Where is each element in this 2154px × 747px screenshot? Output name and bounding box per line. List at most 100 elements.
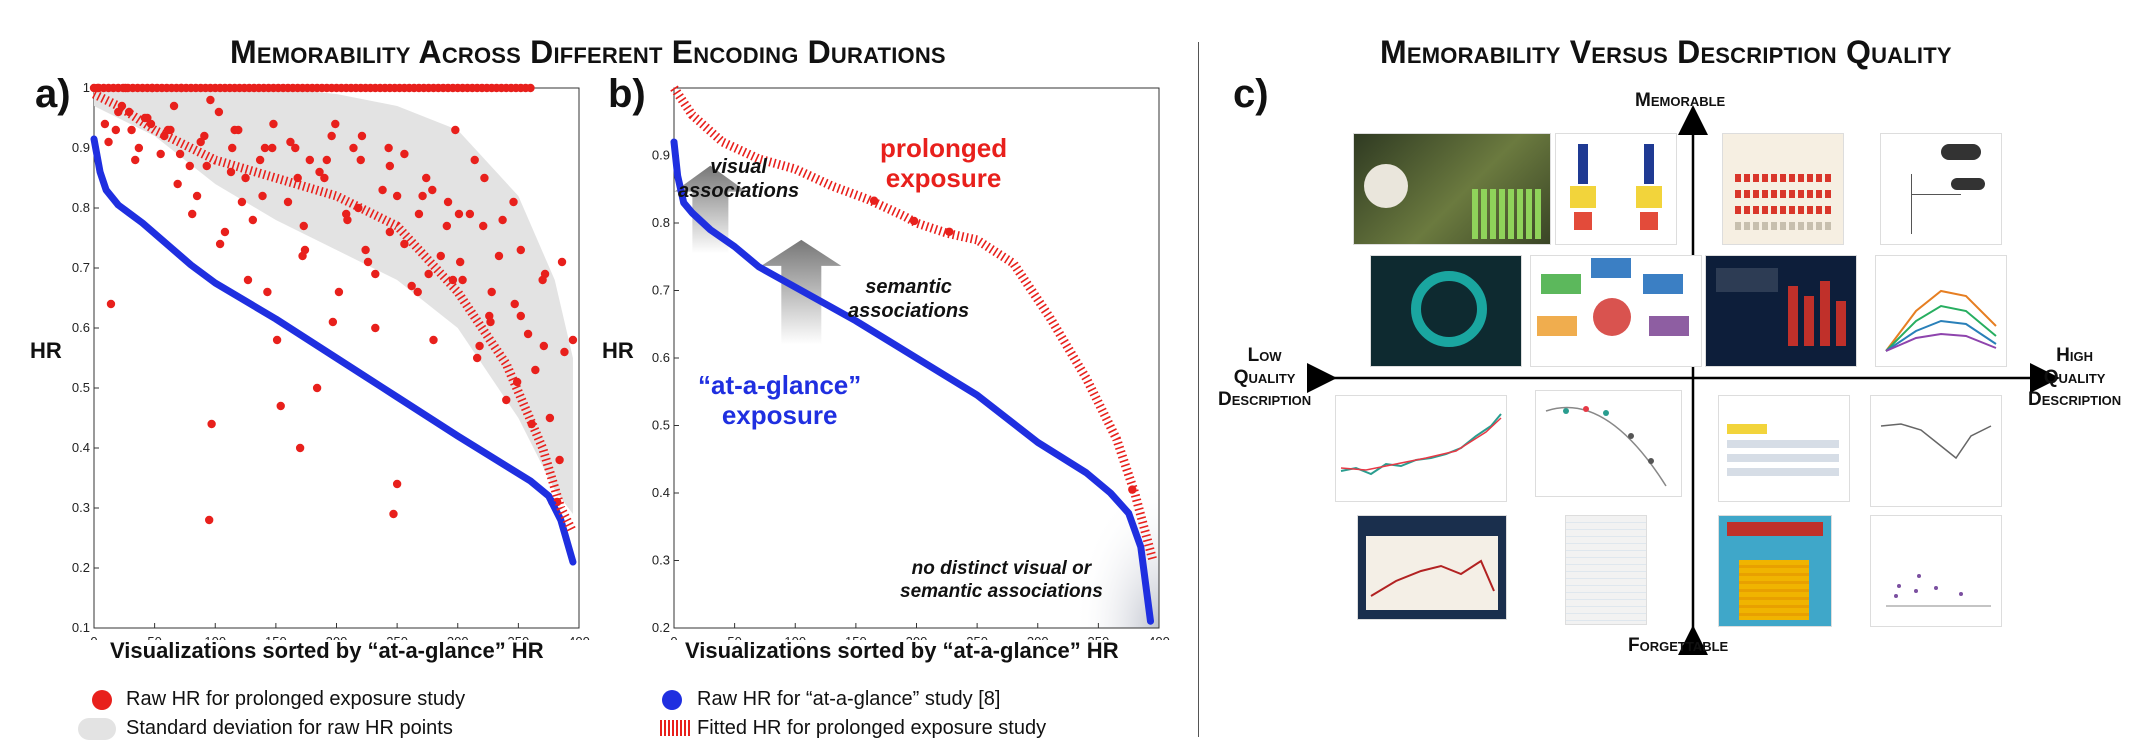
data-point [502,395,511,405]
data-point [226,167,236,177]
data-point [392,191,402,201]
thumbnail-line-chart-ages [1875,255,2007,367]
axis-label-high-quality: High Quality Description [2028,345,2122,410]
data-point [295,443,305,453]
panel-a-label: a) [35,72,71,116]
data-point [185,161,194,171]
data-point [315,167,324,177]
data-point [263,287,272,297]
annotation-none: no distinct visual or semantic associati… [900,558,1103,602]
data-point [555,455,564,465]
data-point [312,383,322,393]
y-tick-label: 0.8 [72,200,90,215]
data-point [414,209,424,219]
data-point [539,341,549,351]
data-point [451,125,460,135]
data-point [494,251,504,261]
data-point [436,251,445,261]
data-point [509,197,518,207]
at-a-glance-line [90,135,577,566]
x-tick-label: 350 [1088,634,1110,640]
x-tick-label: 50 [147,634,161,640]
data-point [389,509,398,519]
y-tick-label: 0.4 [652,485,670,500]
thumbnail-news-group-table [1718,395,1850,502]
chart-b: 0 50 100 150 200 250 300 350 400 0.2 0.3 0.4 0.5 0.6 0… [652,85,1170,640]
data-point [260,143,270,153]
y-tick-label: 0.7 [652,283,670,298]
y-tick-label: 0.2 [72,560,90,575]
data-point [392,479,402,489]
data-point [320,173,329,183]
x-tick-label: 0 [90,634,97,640]
x-tick-label: 200 [906,634,928,640]
chart-b-xlabel: Visualizations sorted by “at-a-glance” H… [685,638,1119,663]
data-point [202,161,211,171]
data-point [487,287,496,297]
data-point [305,155,315,165]
data-point [272,335,282,345]
data-point [196,137,205,147]
data-point [455,257,465,267]
x-tick-label: 50 [727,634,741,640]
chart-a-ylabel: HR [30,338,62,363]
data-point [269,119,278,129]
data-point [424,269,433,279]
x-tick-label: 400 [1148,634,1170,640]
data-point [557,257,567,267]
y-tick-label: 0.3 [72,500,90,515]
data-point [206,95,215,105]
data-point [371,269,380,279]
data-point [228,143,237,153]
data-point [134,143,144,153]
data-point [540,269,550,279]
thumbnail-cotton-bar-chart [1353,133,1551,245]
data-point [523,329,533,339]
data-point [127,125,136,135]
data-point [215,239,225,249]
y-tick-label: 0.9 [72,140,90,155]
data-point [300,245,310,255]
data-point [169,101,179,111]
thumbnail-medicare-infographic [1718,515,1832,627]
data-point [220,227,230,237]
data-point [407,281,416,291]
data-point [106,299,116,309]
x-tick-label: 250 [966,634,988,640]
chart-a-xlabel: Visualizations sorted by “at-a-glance” H… [110,638,544,663]
data-point [442,221,452,231]
data-point [422,173,431,183]
data-point [385,227,395,237]
data-point [241,173,250,183]
data-point [349,143,358,153]
y-tick-label: 0.9 [652,148,670,163]
data-point [121,83,130,93]
data-point [480,173,489,183]
chart-a: 0 50 100 150 200 250 300 350 400 0.1 0.2 0.3 0.4 0.5 0… [72,80,590,640]
thumbnail-dot-plot [1870,515,2002,627]
right-title: Memorability Versus Description Quality [1380,34,1952,70]
data-point [328,317,338,327]
y-tick-label: 0.6 [652,350,670,365]
data-point [371,323,380,333]
data-point [475,341,484,351]
data-point [276,401,285,411]
thumbnail-wave-line [1870,395,2002,507]
data-point [214,107,224,117]
data-point [334,287,344,297]
x-tick-label: 400 [568,634,590,640]
x-tick-label: 250 [386,634,408,640]
data-point [322,155,331,165]
thumbnail-circular-infographic [1370,255,1522,367]
data-point [458,275,467,285]
x-tick-label: 300 [1027,634,1049,640]
axis-label-forgettable: Forgettable [1628,635,1729,656]
std-dev-band [94,88,573,514]
legend-blue-line: Raw HR for “at-a-glance” study [8] [697,688,1001,710]
data-point [230,125,239,135]
data-point [243,275,253,285]
data-point [207,419,216,429]
thumbnail-antibody-diagram [1555,133,1677,245]
fitted-hr-line [670,85,1158,562]
y-tick-label: 0.4 [72,440,90,455]
